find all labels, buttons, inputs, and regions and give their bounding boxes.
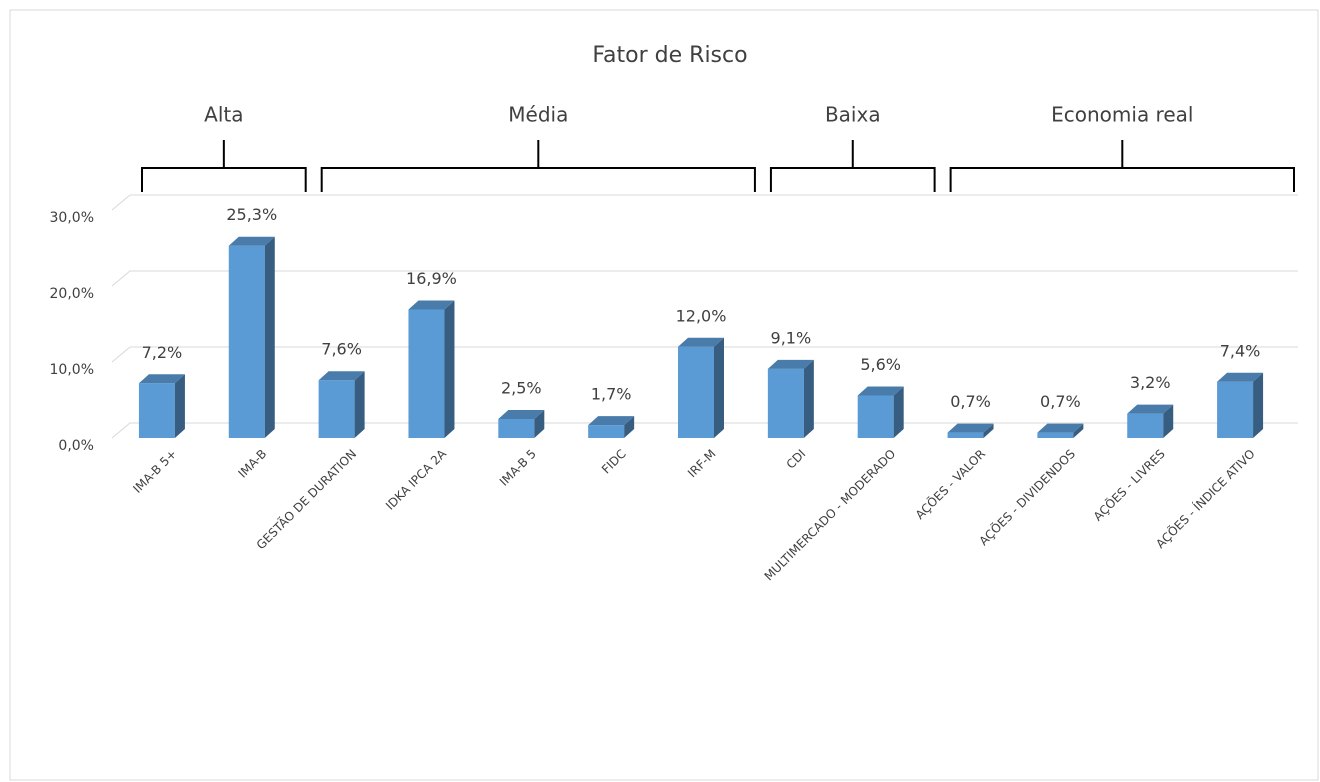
data-label: 0,7% xyxy=(950,392,991,411)
bar-front xyxy=(947,432,984,438)
data-label: 7,2% xyxy=(142,343,183,362)
bar-side xyxy=(534,410,545,438)
group-bracket xyxy=(949,140,1295,192)
data-label: 25,3% xyxy=(226,205,277,224)
data-label: 0,7% xyxy=(1040,392,1081,411)
bar-front xyxy=(767,368,804,438)
bar-side xyxy=(624,416,635,438)
data-label: 5,6% xyxy=(860,355,901,374)
bar-front xyxy=(318,380,355,438)
data-label: 7,6% xyxy=(321,340,362,359)
grid-line xyxy=(111,194,1298,211)
bar xyxy=(947,423,994,438)
bar-top xyxy=(138,374,185,384)
bar-front xyxy=(1127,413,1164,438)
bar-side xyxy=(174,374,185,438)
bar xyxy=(588,416,635,438)
bar-front xyxy=(408,309,445,438)
bar-front xyxy=(138,383,175,438)
bar xyxy=(1127,404,1174,438)
bar-side xyxy=(803,359,814,438)
bar-top xyxy=(408,300,455,310)
bar xyxy=(228,236,275,438)
bar xyxy=(408,300,455,438)
bar xyxy=(1037,423,1084,438)
y-tick-label: 0,0% xyxy=(58,438,94,454)
group-label: Economia real xyxy=(1051,103,1193,127)
grid-line xyxy=(111,346,1298,363)
bar-side xyxy=(354,371,365,438)
bar xyxy=(138,374,185,438)
y-tick-label: 20,0% xyxy=(50,286,94,302)
group-label: Baixa xyxy=(825,103,881,127)
bar-top xyxy=(947,423,994,433)
group-bracket xyxy=(141,140,307,192)
data-label: 9,1% xyxy=(771,328,812,347)
group-bracket xyxy=(769,140,936,192)
bar-side xyxy=(1163,404,1174,438)
bar-top xyxy=(678,337,724,347)
bar-side xyxy=(264,236,275,438)
bar-side xyxy=(1253,372,1264,438)
y-tick-label: 10,0% xyxy=(50,362,94,378)
bar-side xyxy=(893,386,904,438)
bar-side xyxy=(714,337,724,438)
bar-top xyxy=(857,386,904,396)
data-label: 12,0% xyxy=(676,306,727,325)
bar-top xyxy=(1037,423,1084,433)
group-label: Média xyxy=(508,103,568,127)
bar-front xyxy=(678,346,714,438)
bar-front xyxy=(588,425,625,438)
bar xyxy=(857,386,904,438)
group-bracket xyxy=(320,140,756,192)
data-label: 1,7% xyxy=(591,385,632,404)
bar-front xyxy=(498,419,535,438)
data-label: 16,9% xyxy=(406,269,457,288)
data-label: 3,2% xyxy=(1130,373,1171,392)
bar-top xyxy=(1217,372,1264,382)
bar-top xyxy=(498,410,545,419)
bar-front xyxy=(1037,432,1074,438)
bar xyxy=(1217,372,1264,438)
bar-top xyxy=(318,371,365,381)
chart-title: Fator de Risco xyxy=(592,43,747,68)
bar-top xyxy=(1127,404,1174,414)
bar-side xyxy=(983,423,994,438)
data-label: 2,5% xyxy=(501,379,542,398)
bar-top xyxy=(228,236,275,246)
bar-front xyxy=(228,245,265,438)
bar xyxy=(318,371,365,438)
grid-line xyxy=(111,422,1298,439)
bar-front xyxy=(1217,381,1254,438)
bar-top xyxy=(767,359,814,369)
bar-side xyxy=(1073,423,1084,438)
bar-top xyxy=(588,416,635,426)
chart-border xyxy=(9,9,1319,781)
bar-side xyxy=(444,300,455,438)
bar-front xyxy=(857,395,894,438)
group-label: Alta xyxy=(204,103,243,127)
bar xyxy=(767,359,814,438)
bar xyxy=(678,337,724,438)
bar xyxy=(498,410,545,438)
grid-line xyxy=(111,270,1298,287)
y-tick-label: 30,0% xyxy=(50,210,94,226)
data-label: 7,4% xyxy=(1220,341,1261,360)
